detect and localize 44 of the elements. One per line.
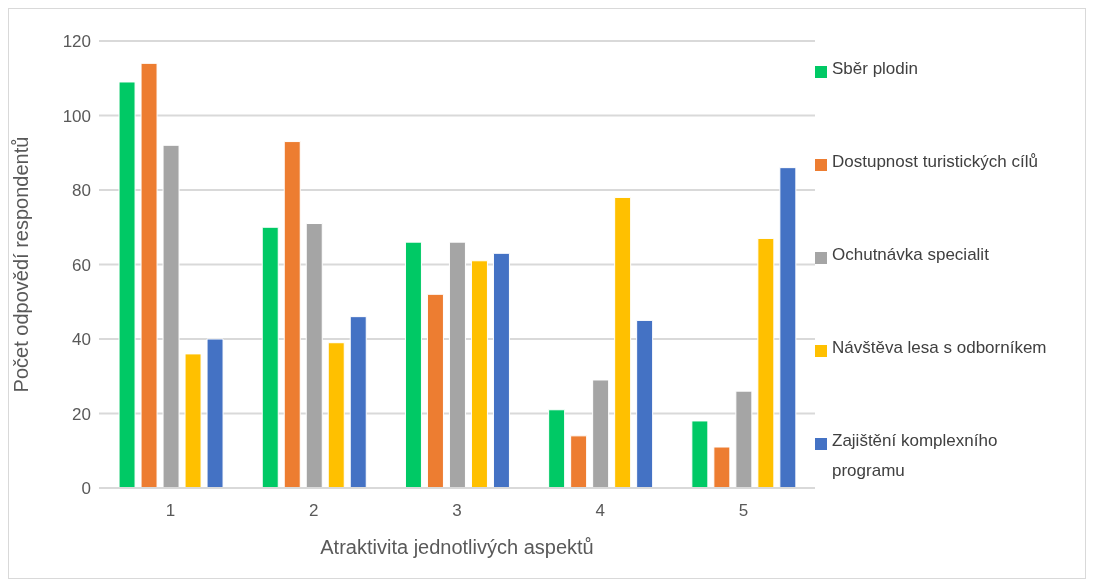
bar <box>713 446 731 488</box>
bar <box>261 226 279 488</box>
bar <box>349 316 367 488</box>
legend-label: Návštěva lesa s odborníkem <box>832 337 1048 359</box>
x-tick-label: 5 <box>738 501 749 521</box>
bar <box>492 252 510 488</box>
bar <box>327 342 345 488</box>
bar <box>614 196 632 488</box>
y-tick-label: 40 <box>72 330 91 350</box>
y-tick-label: 80 <box>72 181 91 201</box>
legend-label: Zajištění komplexního programu <box>832 430 999 482</box>
bar <box>140 62 158 488</box>
bar <box>426 293 444 488</box>
bar <box>779 167 797 488</box>
legend-label: Ochutnávka specialit <box>832 244 990 266</box>
bar <box>448 241 466 488</box>
y-axis-title: Počet odpovědí respondentů <box>10 136 33 393</box>
bar <box>691 420 709 488</box>
y-tick-label: 100 <box>62 106 91 126</box>
legend-label: Dostupnost turistických cílů <box>832 151 1039 173</box>
bar <box>162 144 180 488</box>
bar <box>184 353 202 488</box>
y-tick-label: 20 <box>72 404 91 424</box>
x-tick-label: 4 <box>595 501 605 521</box>
bar <box>548 409 566 488</box>
legend-label: Sběr plodin <box>832 58 919 80</box>
bar <box>206 338 224 488</box>
bar <box>570 435 588 488</box>
bar <box>735 390 753 488</box>
bar <box>757 237 775 488</box>
bar <box>305 223 323 488</box>
y-tick-label: 120 <box>62 32 91 52</box>
bar <box>283 141 301 488</box>
bar <box>118 81 136 488</box>
y-tick-label: 0 <box>81 479 91 499</box>
x-tick-label: 3 <box>452 501 462 521</box>
bar <box>470 260 488 488</box>
bar <box>592 379 610 488</box>
x-tick-label: 2 <box>309 501 319 521</box>
bar <box>636 319 654 488</box>
x-tick-label: 1 <box>165 501 176 521</box>
bar <box>404 241 422 488</box>
y-tick-label: 60 <box>72 255 91 275</box>
x-axis-title: Atraktivita jednotlivých aspektů <box>320 536 594 558</box>
